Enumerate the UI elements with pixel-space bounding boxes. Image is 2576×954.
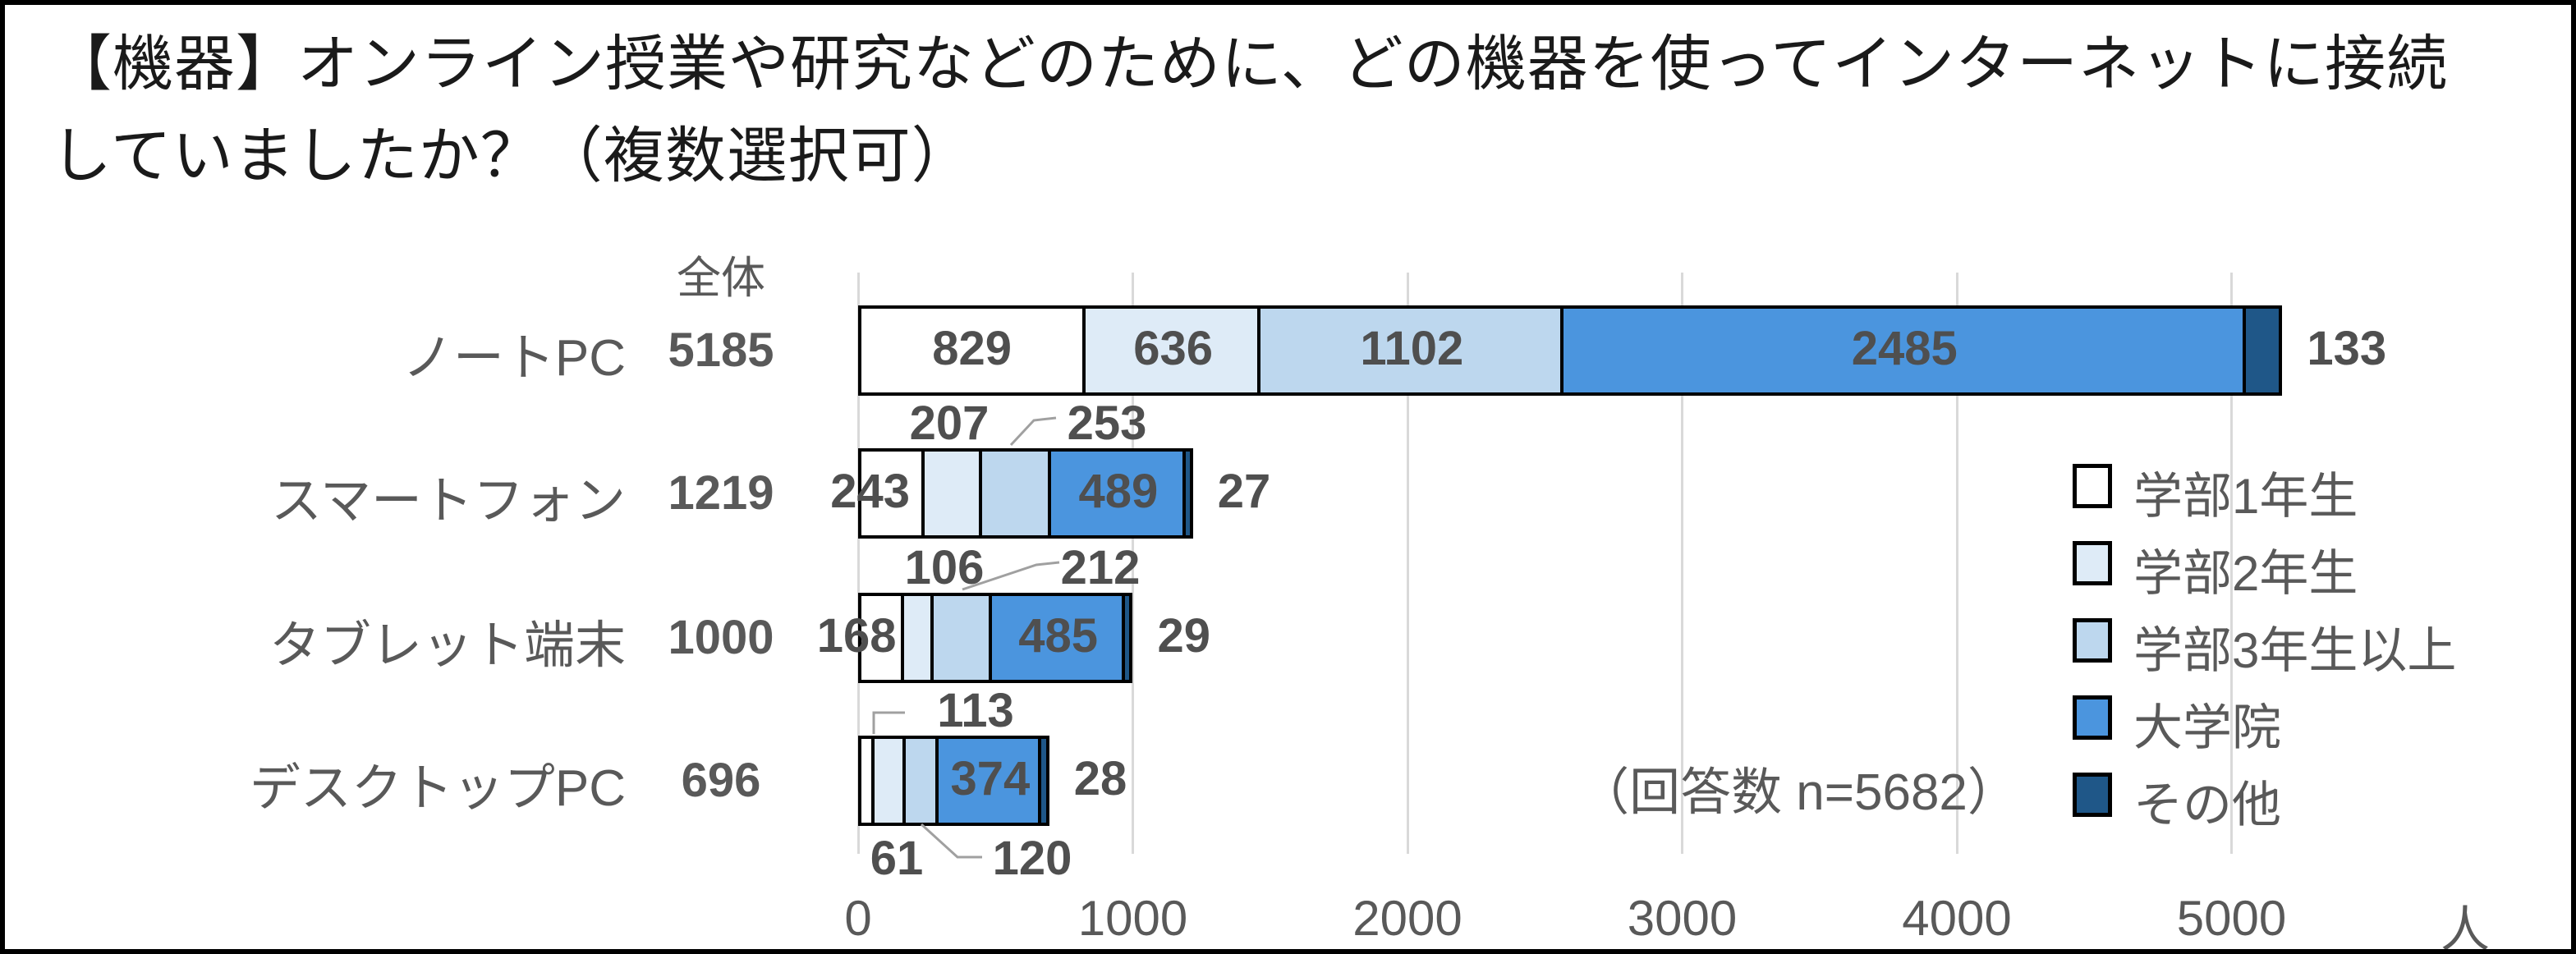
data-label: 374 [950, 752, 1031, 805]
bar-segment-その他 [1182, 448, 1193, 539]
axis-tick-label: 4000 [1902, 891, 2012, 946]
total-label: 1219 [668, 466, 774, 520]
category-label: スマートフォン [270, 473, 626, 530]
total-label: 1000 [668, 611, 774, 664]
legend-label: 学部1年生 [2133, 469, 2358, 524]
bar-segment-大学院 [1048, 448, 1186, 539]
legend-label: その他 [2133, 777, 2281, 832]
gridline-4000 [1955, 273, 1958, 854]
data-label: 61 [870, 832, 924, 885]
bar-segment-その他 [1121, 593, 1133, 683]
axis-tick-label: 3000 [1627, 891, 1738, 946]
leader-line [872, 711, 905, 734]
data-label: 168 [816, 609, 897, 663]
axis-tick-label: 1000 [1077, 891, 1188, 946]
legend-label: 大学院 [2133, 700, 2281, 755]
legend-swatch-icon [2073, 695, 2112, 740]
data-label: 829 [932, 322, 1012, 375]
leader-line [1009, 416, 1057, 447]
data-label: 120 [992, 832, 1072, 885]
total-label: 696 [681, 754, 761, 807]
bar-segment-大学院 [935, 736, 1042, 826]
data-label: 1102 [1360, 322, 1464, 375]
data-label: 29 [1157, 609, 1211, 663]
gridline-2000 [1406, 273, 1409, 854]
bar-segment-学部2年生 [901, 593, 934, 683]
data-label: 489 [1078, 465, 1159, 518]
chart-title: 【機器】オンライン授業や研究などのために、どの機器を使ってインターネットに接続 … [51, 18, 2523, 203]
legend-swatch-icon [2073, 773, 2112, 817]
bar-segment-その他 [2242, 305, 2283, 396]
bar-segment-学部2年生 [871, 736, 907, 826]
bar-segment-学部3年生以上 [930, 593, 992, 683]
data-label: 243 [830, 465, 911, 518]
data-label: 2485 [1851, 322, 1958, 375]
chart-title-line1: 【機器】オンライン授業や研究などのために、どの機器を使ってインターネットに接続 [51, 30, 2449, 98]
axis-tick-label: 0 [844, 891, 872, 946]
axis-tick-label: 5000 [2176, 891, 2287, 946]
data-label: 133 [2307, 322, 2387, 375]
bar-segment-学部2年生 [1082, 305, 1261, 396]
data-label: 253 [1067, 397, 1147, 450]
bar-segment-学部3年生以上 [902, 736, 939, 826]
bar-segment-学部1年生 [858, 448, 925, 539]
legend-label: 学部2年生 [2133, 546, 2358, 601]
legend-swatch-icon [2073, 541, 2112, 585]
legend-label: 学部3年生以上 [2133, 623, 2457, 678]
legend-swatch-icon [2073, 618, 2112, 663]
axis-unit-label: 人 [2441, 902, 2490, 954]
bar-segment-大学院 [988, 593, 1125, 683]
bar-segment-学部3年生以上 [978, 448, 1052, 539]
bar-segment-大学院 [1559, 305, 2246, 396]
bar-segment-その他 [1038, 736, 1049, 826]
bar-segment-学部3年生以上 [1257, 305, 1564, 396]
total-label: 5185 [668, 323, 774, 377]
legend-swatch-icon [2073, 464, 2112, 508]
data-label: 27 [1217, 465, 1271, 518]
gridline-1000 [1132, 273, 1134, 854]
bar-segment-学部1年生 [858, 305, 1086, 396]
data-label: 212 [1060, 541, 1141, 594]
axis-tick-label: 2000 [1352, 891, 1462, 946]
data-label: 207 [909, 397, 990, 450]
chart-title-line2: していましたか？（複数選択可） [51, 122, 973, 190]
bar-segment-学部1年生 [858, 593, 905, 683]
category-label: デスクトップPC [249, 760, 626, 817]
data-label: 485 [1018, 609, 1099, 663]
category-label: ノートPC [402, 330, 626, 387]
leader-line [920, 823, 982, 859]
response-count-annotation: （回答数 n=5682） [1578, 764, 2018, 821]
data-label: 636 [1133, 322, 1214, 375]
gridline-5000 [2230, 273, 2233, 854]
data-label: 113 [937, 684, 1014, 737]
gridline-3000 [1681, 273, 1683, 854]
data-label: 106 [904, 541, 985, 594]
category-label: タブレット端末 [269, 617, 626, 674]
bar-segment-学部2年生 [921, 448, 982, 539]
totals-header: 全体 [677, 254, 765, 303]
data-label: 28 [1073, 752, 1127, 805]
gridline-0 [856, 273, 860, 854]
